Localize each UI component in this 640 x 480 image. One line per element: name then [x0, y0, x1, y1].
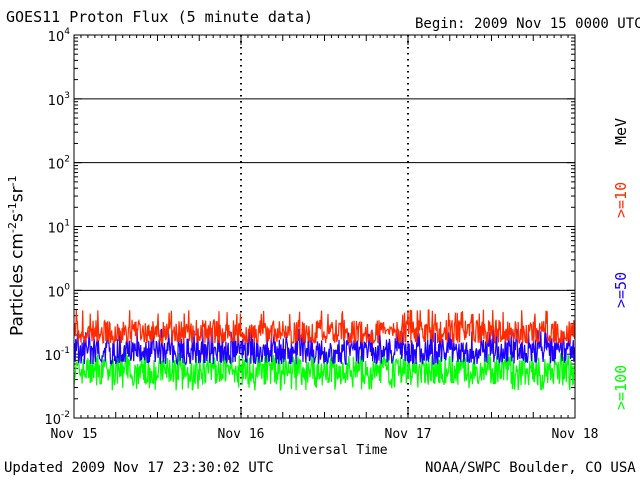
legend-unit: MeV [612, 117, 630, 145]
begin-time: Begin: 2009 Nov 15 0000 UTC [415, 16, 640, 32]
y-tick-label: 10-2 [44, 410, 70, 428]
y-tick-label: 102 [48, 155, 70, 173]
y-tick-label: 103 [48, 91, 70, 109]
legend-ge10: >=10 [612, 181, 630, 218]
credit: NOAA/SWPC Boulder, CO USA [425, 460, 636, 476]
y-tick-label: 101 [48, 219, 70, 237]
legend-ge50: >=50 [612, 271, 630, 308]
y-label-exp: -1 [6, 202, 19, 214]
plot-frame [73, 34, 576, 419]
y-tick-label: 104 [48, 27, 71, 45]
y-tick-label: 10-1 [44, 346, 70, 364]
y-label-part: s [7, 213, 28, 223]
series-line-0 [73, 309, 575, 345]
x-tick-label: Nov 17 [385, 427, 432, 442]
y-axis-label: Particles cm-2s-1sr-1 [6, 175, 28, 336]
y-label-part: sr [7, 186, 28, 203]
y-label-exp: -2 [6, 222, 19, 234]
chart-title: GOES11 Proton Flux (5 minute data) [6, 8, 314, 26]
y-tick-label: 100 [48, 282, 71, 300]
x-axis-label: Universal Time [278, 443, 388, 458]
y-label-exp: -1 [6, 175, 19, 187]
y-label-part: Particles cm [7, 233, 28, 336]
x-tick-label: Nov 18 [552, 427, 599, 442]
x-tick-label: Nov 16 [218, 427, 265, 442]
series-line-1 [73, 328, 575, 366]
x-tick-label: Nov 15 [51, 427, 98, 442]
legend-ge100: >=100 [612, 364, 630, 410]
updated-time: Updated 2009 Nov 17 23:30:02 UTC [4, 460, 274, 476]
